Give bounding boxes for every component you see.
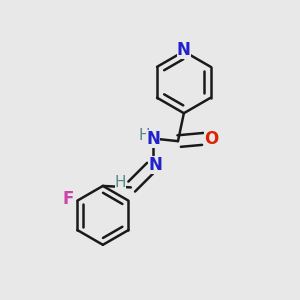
Text: H: H bbox=[115, 175, 126, 190]
Text: H: H bbox=[139, 128, 151, 143]
Text: O: O bbox=[204, 130, 218, 148]
Text: F: F bbox=[63, 190, 74, 208]
Text: N: N bbox=[146, 130, 160, 148]
Text: N: N bbox=[148, 156, 162, 174]
Text: N: N bbox=[177, 41, 191, 59]
